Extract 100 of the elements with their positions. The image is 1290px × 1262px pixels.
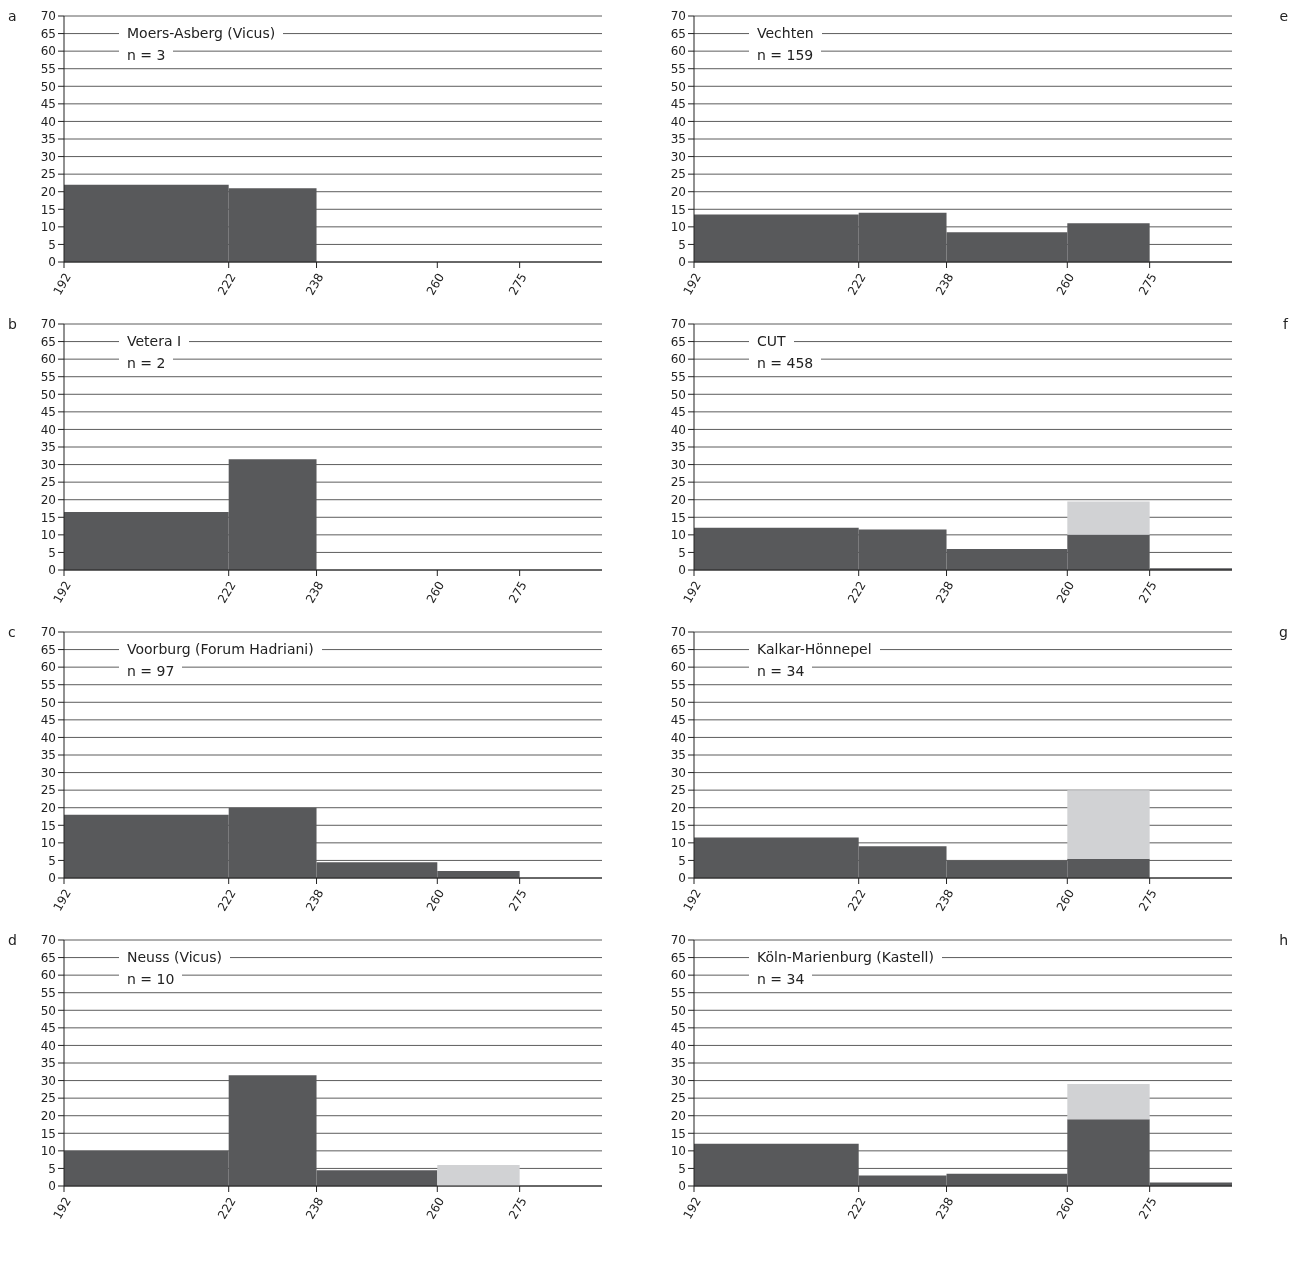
y-tick-label: 30 [40, 765, 56, 780]
y-tick-label: 50 [40, 1003, 56, 1018]
y-tick-label: 45 [40, 97, 56, 112]
text: h [1279, 932, 1288, 948]
y-tick-label: 0 [678, 1179, 686, 1194]
text: d [8, 932, 17, 948]
text: n = 97 [119, 660, 183, 682]
y-tick-label: 55 [670, 985, 686, 1000]
y-tick-label: 70 [40, 9, 56, 24]
y-tick-label: 30 [670, 765, 686, 780]
y-tick-label: 0 [48, 1179, 56, 1194]
y-tick-label: 50 [670, 1003, 686, 1018]
y-tick-label: 35 [670, 440, 686, 455]
y-tick-label: 10 [40, 1144, 56, 1159]
y-tick-label: 35 [40, 132, 56, 147]
text: n = 2 [119, 352, 174, 374]
y-tick-label: 0 [678, 255, 686, 270]
y-tick-label: 45 [670, 1021, 686, 1036]
text: Voorburg (Forum Hadriani) [119, 638, 322, 660]
y-tick-label: 40 [670, 422, 686, 437]
y-tick-label: 70 [670, 625, 686, 640]
y-tick-label: 5 [48, 853, 56, 868]
y-tick-label: 55 [670, 61, 686, 76]
y-tick-label: 60 [40, 968, 56, 983]
y-tick-label: 15 [670, 818, 686, 833]
y-tick-label: 40 [40, 114, 56, 129]
y-tick-label: 0 [48, 255, 56, 270]
y-tick-label: 30 [40, 1073, 56, 1088]
y-tick-label: 35 [40, 748, 56, 763]
text: Vetera I [119, 330, 190, 352]
y-tick-label: 60 [40, 660, 56, 675]
y-tick-label: 60 [670, 968, 686, 983]
y-tick-label: 5 [678, 545, 686, 560]
text: CUT [749, 330, 794, 352]
y-tick-label: 50 [40, 695, 56, 710]
y-tick-label: 10 [670, 1144, 686, 1159]
y-tick-label: 15 [670, 510, 686, 525]
y-tick-label: 30 [670, 149, 686, 164]
y-tick-label: 0 [48, 871, 56, 886]
text: n = 10 [119, 968, 183, 990]
y-tick-label: 20 [40, 492, 56, 507]
y-tick-label: 35 [40, 440, 56, 455]
text: Neuss (Vicus) [119, 946, 230, 968]
y-tick-label: 30 [40, 149, 56, 164]
y-tick-label: 40 [40, 730, 56, 745]
y-tick-label: 10 [670, 528, 686, 543]
y-tick-label: 50 [670, 387, 686, 402]
y-tick-label: 70 [40, 933, 56, 948]
y-tick-label: 0 [678, 871, 686, 886]
y-tick-label: 25 [670, 1091, 686, 1106]
y-tick-label: 5 [48, 237, 56, 252]
y-tick-label: 15 [40, 818, 56, 833]
y-tick-label: 55 [40, 369, 56, 384]
y-tick-label: 65 [670, 950, 686, 965]
y-tick-label: 60 [40, 44, 56, 59]
y-tick-label: 10 [40, 220, 56, 235]
y-tick-label: 35 [670, 748, 686, 763]
y-tick-label: 30 [670, 457, 686, 472]
y-tick-label: 50 [670, 695, 686, 710]
y-tick-label: 65 [40, 642, 56, 657]
y-tick-label: 45 [40, 1021, 56, 1036]
y-tick-label: 45 [40, 405, 56, 420]
text: g [1279, 624, 1288, 640]
y-tick-label: 25 [40, 1091, 56, 1106]
y-tick-label: 70 [40, 625, 56, 640]
y-tick-label: 20 [670, 1108, 686, 1123]
y-tick-label: 20 [40, 1108, 56, 1123]
text: n = 3 [119, 44, 174, 66]
y-tick-label: 55 [40, 61, 56, 76]
y-tick-label: 25 [670, 475, 686, 490]
text: b [8, 316, 17, 332]
y-tick-label: 25 [670, 783, 686, 798]
y-tick-label: 55 [670, 677, 686, 692]
y-tick-label: 5 [678, 237, 686, 252]
y-tick-label: 15 [40, 1126, 56, 1141]
y-tick-label: 20 [40, 184, 56, 199]
y-tick-label: 10 [40, 836, 56, 851]
y-tick-label: 10 [670, 836, 686, 851]
y-tick-label: 10 [40, 528, 56, 543]
y-tick-label: 15 [670, 1126, 686, 1141]
y-tick-label: 65 [670, 642, 686, 657]
y-tick-label: 15 [40, 510, 56, 525]
y-tick-label: 40 [670, 730, 686, 745]
y-tick-label: 55 [40, 677, 56, 692]
y-tick-label: 55 [40, 985, 56, 1000]
y-tick-label: 0 [678, 563, 686, 578]
y-tick-label: 0 [48, 563, 56, 578]
y-tick-label: 5 [678, 853, 686, 868]
y-tick-label: 70 [40, 317, 56, 332]
y-tick-label: 65 [40, 334, 56, 349]
y-tick-label: 50 [40, 79, 56, 94]
y-tick-label: 45 [670, 97, 686, 112]
y-tick-label: 5 [48, 545, 56, 560]
y-tick-label: 35 [670, 132, 686, 147]
y-tick-label: 10 [670, 220, 686, 235]
text: n = 34 [749, 660, 813, 682]
y-tick-label: 70 [670, 9, 686, 24]
text: Vechten [749, 22, 822, 44]
y-tick-label: 40 [670, 114, 686, 129]
text: e [1279, 8, 1288, 24]
